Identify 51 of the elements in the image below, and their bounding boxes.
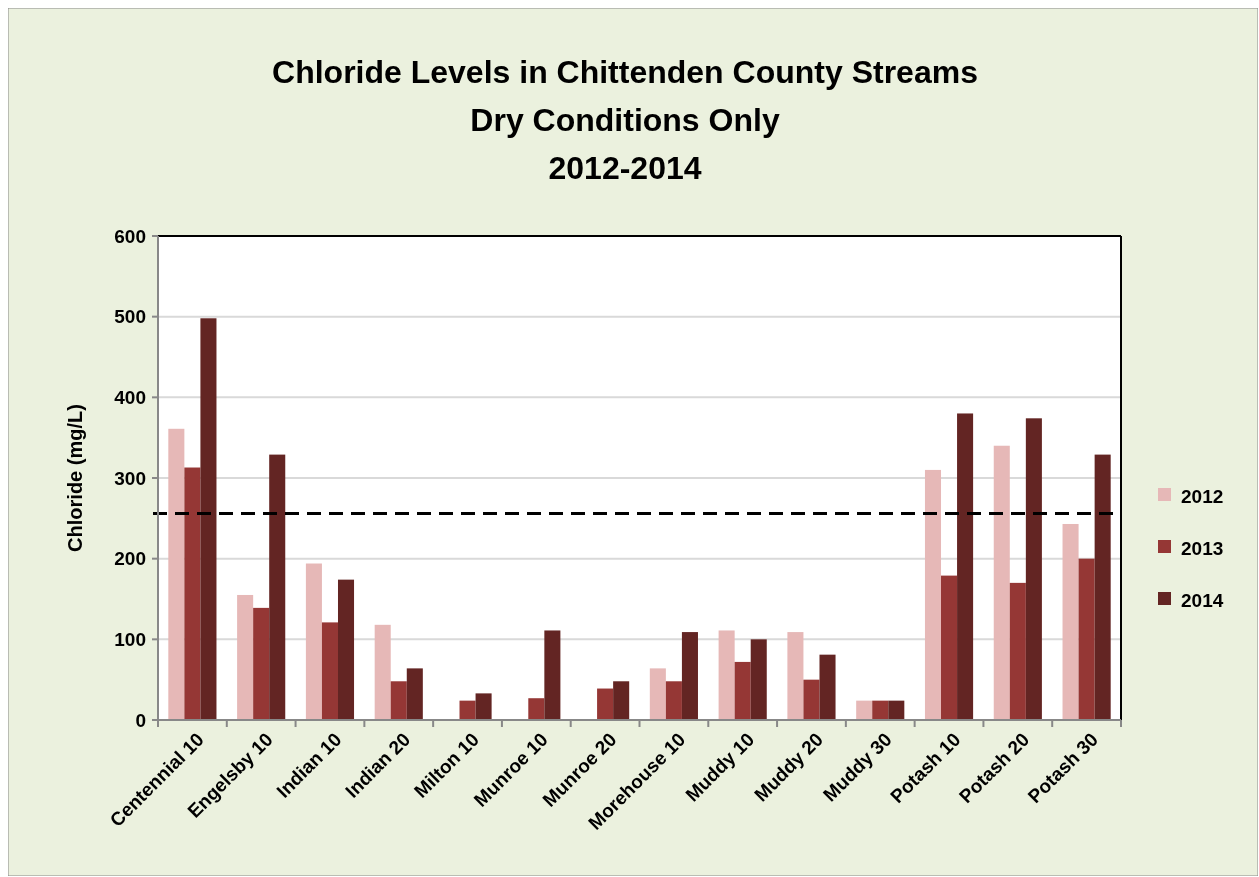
y-tick-label: 600	[114, 225, 146, 247]
bar	[253, 607, 270, 720]
bar	[269, 454, 286, 720]
bar	[888, 700, 905, 720]
legend-label: 2014	[1181, 589, 1224, 611]
bar	[750, 639, 767, 720]
bar	[374, 624, 391, 720]
bar	[924, 469, 942, 720]
legend-label: 2012	[1181, 485, 1224, 507]
bar	[803, 679, 820, 720]
bar	[337, 579, 355, 720]
bar	[665, 681, 682, 720]
bar	[597, 688, 614, 720]
y-tick-label: 500	[114, 306, 146, 328]
y-tick-label: 100	[114, 628, 146, 650]
bar	[649, 668, 666, 720]
bar	[321, 622, 338, 720]
bar	[305, 563, 322, 720]
bar	[528, 698, 545, 720]
bar	[1062, 523, 1079, 720]
bar	[856, 700, 873, 720]
bar	[168, 428, 185, 720]
bar	[406, 668, 423, 720]
bar	[1025, 418, 1042, 720]
y-tick-label: 0	[135, 709, 146, 731]
bar	[957, 413, 974, 720]
bar	[613, 681, 630, 720]
y-tick-label: 200	[114, 548, 146, 570]
y-tick-label: 300	[114, 467, 146, 489]
bar	[993, 445, 1010, 720]
bar	[1094, 454, 1111, 720]
y-tick-label: 400	[114, 386, 146, 408]
bar	[1078, 558, 1095, 720]
bar	[237, 594, 254, 720]
bar	[200, 318, 217, 720]
bar	[544, 630, 561, 720]
bar	[718, 630, 735, 720]
bar	[819, 654, 836, 720]
bar	[872, 700, 889, 720]
bar	[1009, 582, 1026, 720]
y-axis-title: Chloride (mg/L)	[64, 404, 86, 552]
bar	[184, 467, 201, 720]
bar	[734, 661, 751, 720]
bar	[941, 575, 958, 720]
bar	[787, 632, 804, 720]
bar	[459, 700, 476, 720]
legend-label: 2013	[1181, 537, 1224, 559]
bar	[475, 693, 492, 720]
bar	[390, 681, 407, 720]
bar	[681, 632, 698, 720]
chart-title: Chloride Levels in Chittenden County Streams Dry Conditions Only 2012-2014	[272, 54, 978, 186]
